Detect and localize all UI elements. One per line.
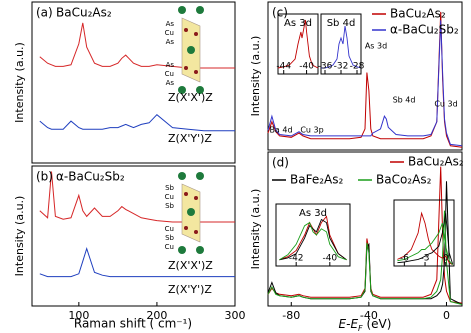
series-line: [279, 215, 347, 261]
inset-title: As 3d: [299, 208, 327, 219]
series-line: [267, 20, 463, 147]
x-tick-label: -40: [322, 254, 337, 264]
peak-annotation: Sb 4d: [393, 96, 416, 105]
series-label: Z(X'Y')Z: [168, 132, 212, 145]
series-line: [267, 11, 463, 148]
inset-title: Sb 4d: [327, 18, 356, 29]
panel-label: (a): [36, 6, 53, 20]
x-axis-label-part: E-E: [339, 317, 359, 331]
x-tick-label: -42: [289, 254, 304, 264]
x-tick-label: 0: [443, 254, 449, 264]
x-axis-label-part: F: [358, 324, 363, 333]
plot-frame: [275, 203, 351, 267]
structure-label: Sb: [165, 184, 174, 192]
x-tick-label: -6: [400, 254, 409, 264]
x-tick-label: -32: [334, 62, 349, 72]
plot-frame: [31, 1, 236, 164]
plot-frame: [277, 13, 319, 75]
x-axis-label: E-EF (eV): [339, 317, 392, 333]
series-line: [321, 25, 362, 69]
panel-label: (c): [272, 6, 288, 20]
structure-label: As: [166, 20, 175, 28]
y-axis-label: Intensity (a.u.): [249, 36, 262, 117]
series-line: [397, 211, 453, 266]
x-tick-label: -80: [282, 309, 300, 322]
series-line: [397, 213, 454, 265]
panel-title: α-BaCu₂Sb₂: [56, 170, 125, 184]
x-axis-label-part: (eV): [363, 317, 392, 331]
peak-annotation: Ba 4d: [269, 126, 292, 135]
structure-label: As: [166, 61, 175, 69]
legend-label: BaFe₂As₂: [290, 173, 343, 187]
plot-frame: [267, 151, 463, 307]
structure-label: Cu: [165, 70, 174, 78]
legend-label: α-BaCu₂Sb₂: [390, 23, 459, 37]
x-axis-label: Raman shift ( cm⁻¹): [74, 317, 192, 331]
series-line: [39, 171, 235, 223]
series-line: [39, 22, 235, 69]
x-tick-label: -44: [276, 62, 291, 72]
x-tick-label: -3: [421, 254, 430, 264]
series-line: [279, 221, 347, 261]
series-line: [39, 114, 235, 132]
structure-a: [178, 6, 204, 94]
plot-frame: [393, 199, 455, 267]
structure-label: As: [166, 79, 175, 87]
structure-b: [178, 172, 204, 254]
legend-label: BaCu₂As₂: [408, 155, 464, 169]
series-line: [39, 246, 235, 278]
x-tick-label: -40: [360, 309, 378, 322]
plot-frame: [31, 165, 236, 307]
structure-label: Cu: [165, 225, 174, 233]
series-line: [397, 222, 453, 265]
y-axis-label: Intensity (a.u.): [13, 42, 26, 123]
series-line: [279, 218, 347, 261]
structure-label: As: [166, 38, 175, 46]
x-tick-label: 0: [443, 309, 450, 322]
series-label: Z(X'X')Z: [168, 259, 213, 272]
series-label: Z(X'Y')Z: [168, 283, 212, 296]
x-tick-label: -36: [318, 62, 333, 72]
series-line: [277, 19, 319, 69]
x-tick-label: -40: [299, 62, 314, 72]
structure-label: Sb: [165, 202, 174, 210]
peak-annotation: As 3d: [365, 42, 387, 51]
y-axis-label: Intensity (a.u.): [13, 196, 26, 277]
y-axis-label: Intensity (a.u.): [249, 189, 262, 270]
x-tick-label: -28: [350, 62, 365, 72]
legend-label: BaCo₂As₂: [376, 173, 432, 187]
panel-label: (b): [36, 170, 53, 184]
peak-annotation: Cu 3p: [300, 126, 323, 135]
series-line: [267, 210, 463, 305]
peak-annotation: Cu 3d: [434, 100, 457, 109]
structure-label: Cu: [165, 243, 174, 251]
structure-label: Cu: [165, 29, 174, 37]
structure-label: Sb: [165, 234, 174, 242]
panel-label: (d): [272, 156, 289, 170]
series-label: Z(X'X')Z: [168, 91, 213, 104]
legend-label: BaCu₂As₂: [390, 7, 446, 21]
inset-title: As 3d: [284, 18, 312, 29]
x-tick-label: 300: [225, 309, 246, 322]
structure-label: Cu: [165, 193, 174, 201]
panel-title: BaCu₂As₂: [56, 6, 112, 20]
plot-frame: [267, 1, 463, 151]
x-tick-label: 200: [146, 309, 167, 322]
x-tick-label: 100: [68, 309, 89, 322]
